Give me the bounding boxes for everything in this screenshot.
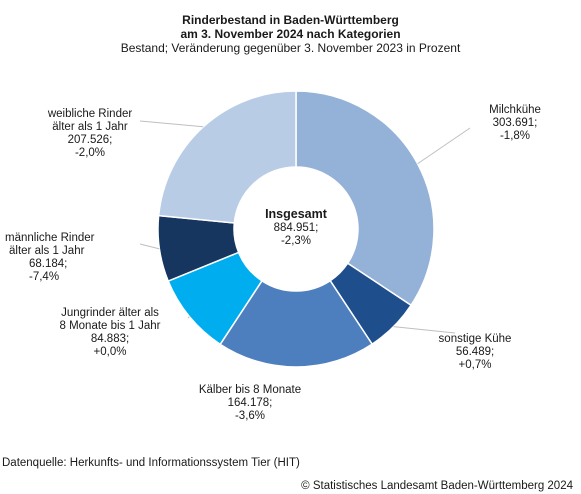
chart-title-line-1: Rinderbestand in Baden-Württemberg (182, 13, 399, 27)
leader-line-sonstige-kuehe (393, 326, 456, 334)
total-label: Insgesamt 884.951; -2,3% (236, 206, 356, 248)
slice-label-milchkuehe: Milchkühe 303.691; -1,8% (470, 104, 560, 143)
slice-value: 303.691; (492, 117, 538, 129)
slice-name: Kälber bis 8 Monate (198, 384, 302, 396)
source-note: Datenquelle: Herkunfts- und Informations… (2, 457, 300, 469)
slice-change: -2,0% (74, 147, 106, 159)
slice-change: -3,6% (234, 410, 266, 422)
slice-value: 164.178; (227, 397, 273, 409)
slice-label-weibliche-rinder: weibliche Rinder älter als 1 Jahr 207.52… (25, 108, 155, 160)
total-change: -2,3% (280, 235, 312, 247)
leader-line-weibliche-rinder (139, 120, 204, 128)
slice-label-maennliche-rinder: männliche Rinder älter als 1 Jahr 68.184… (5, 232, 95, 284)
slice-value: 56.489; (455, 346, 495, 358)
chart-subtitle: Bestand; Veränderung gegenüber 3. Novemb… (120, 41, 461, 55)
slice-change: -1,8% (499, 130, 531, 142)
chart-title-line-2: am 3. November 2024 nach Kategorien (180, 27, 401, 41)
slice-change: -7,4% (29, 271, 60, 283)
total-title: Insgesamt (265, 207, 327, 221)
slice-name: 8 Monate bis 1 Jahr (59, 320, 161, 332)
slice-name: männliche Rinder (5, 232, 95, 244)
slice-name: Milchkühe (489, 104, 541, 116)
slice-name: älter als 1 Jahr (52, 121, 128, 133)
donut-hole (234, 167, 358, 291)
slice-change: +0,7% (458, 359, 492, 371)
slice-label-sonstige-kuehe: sonstige Kühe 56.489; +0,7% (405, 333, 545, 372)
slice-label-jungrinder: Jungrinder älter als 8 Monate bis 1 Jahr… (40, 307, 180, 359)
slice-value: 207.526; (67, 134, 113, 146)
slice-value: 84.883; (90, 333, 130, 345)
slice-name: weibliche Rinder (47, 108, 133, 120)
copyright-note: © Statistisches Landesamt Baden-Württemb… (301, 480, 573, 492)
total-value: 884.951; (273, 222, 319, 234)
slice-name: Jungrinder älter als (61, 307, 159, 319)
slice-label-kaelber: Kälber bis 8 Monate 164.178; -3,6% (180, 384, 320, 423)
slice-value: 68.184; (29, 258, 68, 270)
slice-name: älter als 1 Jahr (9, 245, 85, 257)
leader-line-jungrinder (187, 316, 190, 319)
leader-line-maennliche-rinder (139, 243, 160, 250)
slice-name: sonstige Kühe (438, 333, 512, 345)
slice-change: +0,0% (93, 346, 127, 358)
leader-line-milchkuehe (417, 127, 471, 165)
